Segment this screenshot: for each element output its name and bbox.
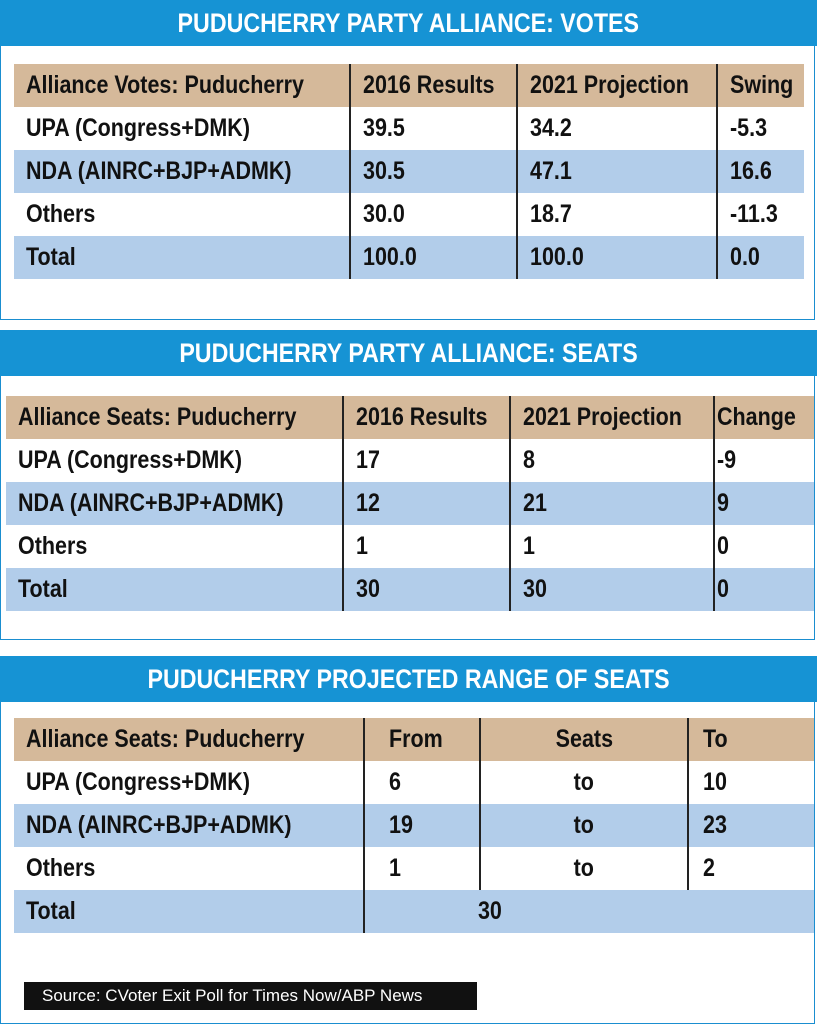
table-cell: 100.0: [363, 243, 418, 271]
table-cell: 8: [522, 446, 535, 474]
table-cell: 47.1: [530, 157, 572, 185]
range-banner: PUDUCHERRY PROJECTED RANGE OF SEATS: [0, 656, 817, 702]
table-cell: 30.0: [363, 200, 406, 228]
table-cell: -5.3: [730, 114, 768, 142]
table-cell: UPA (Congress+DMK): [26, 114, 250, 142]
table-cell: UPA (Congress+DMK): [26, 768, 250, 796]
table-cell: -9: [717, 446, 737, 474]
table-header-row: Alliance Votes: Puducherry 2016 Results …: [14, 64, 804, 107]
column-header: Alliance Votes: Puducherry: [26, 71, 304, 99]
table-cell: 18.7: [530, 200, 572, 228]
table-cell: 100.0: [530, 243, 584, 271]
table-cell: Others: [26, 854, 96, 882]
column-header: Change: [717, 403, 797, 431]
table-cell: Others: [26, 200, 96, 228]
table-cell: 30: [477, 897, 502, 925]
table-cell: 23: [703, 811, 727, 839]
table-row: NDA (AINRC+BJP+ADMK) 30.5 47.1 16.6: [14, 150, 804, 193]
column-header: Alliance Seats: Puducherry: [18, 403, 297, 431]
table-cell: 2: [703, 854, 715, 882]
table-cell: 21: [522, 489, 547, 517]
table-row: UPA (Congress+DMK) 39.5 34.2 -5.3: [14, 107, 804, 150]
table-cell: Total: [26, 897, 76, 925]
table-cell: to: [573, 811, 595, 839]
seats-banner: PUDUCHERRY PARTY ALLIANCE: SEATS: [0, 330, 817, 376]
table-cell: 6: [389, 768, 401, 796]
table-cell: NDA (AINRC+BJP+ADMK): [18, 489, 284, 517]
column-header: Seats: [555, 725, 613, 753]
votes-table: Alliance Votes: Puducherry 2016 Results …: [14, 64, 804, 279]
table-cell: NDA (AINRC+BJP+ADMK): [26, 811, 292, 839]
table-cell: NDA (AINRC+BJP+ADMK): [26, 157, 292, 185]
table-cell: 34.2: [530, 114, 572, 142]
table-cell: 39.5: [363, 114, 406, 142]
table-cell: 12: [355, 489, 380, 517]
table-cell: 1: [355, 532, 368, 560]
table-row: NDA (AINRC+BJP+ADMK) 12 21 9: [6, 482, 814, 525]
table-row: UPA (Congress+DMK) 6 to 10: [14, 761, 814, 804]
table-cell: Others: [18, 532, 88, 560]
table-row: Total 30: [14, 890, 814, 933]
table-cell: 9: [717, 489, 730, 517]
votes-banner: PUDUCHERRY PARTY ALLIANCE: VOTES: [0, 0, 817, 46]
table-cell: 0: [717, 532, 730, 560]
table-row: NDA (AINRC+BJP+ADMK) 19 to 23: [14, 804, 814, 847]
table-cell: 30.5: [363, 157, 406, 185]
table-cell: -11.3: [730, 200, 779, 228]
table-cell: 30: [522, 575, 547, 603]
table-row: Others 1 1 0: [6, 525, 814, 568]
table-cell: 1: [389, 854, 401, 882]
table-cell: 19: [389, 811, 413, 839]
table-cell: Total: [18, 575, 68, 603]
table-cell: 10: [703, 768, 727, 796]
table-cell: 17: [355, 446, 380, 474]
source-note: Source: CVoter Exit Poll for Times Now/A…: [24, 982, 477, 1010]
table-row: UPA (Congress+DMK) 17 8 -9: [6, 439, 814, 482]
table-cell: to: [573, 854, 595, 882]
table-cell: 30: [355, 575, 380, 603]
table-cell: 0.0: [730, 243, 761, 271]
table-row: Others 1 to 2: [14, 847, 814, 890]
seats-table: Alliance Seats: Puducherry 2016 Results …: [6, 396, 814, 611]
table-cell: 0: [717, 575, 730, 603]
table-header-row: Alliance Seats: Puducherry From Seats To: [14, 718, 814, 761]
table-cell: 1: [522, 532, 535, 560]
column-header: To: [703, 725, 728, 753]
table-cell: 16.6: [730, 157, 773, 185]
table-row: Total 100.0 100.0 0.0: [14, 236, 804, 279]
column-header: Swing: [730, 71, 794, 99]
column-header: From: [389, 725, 443, 753]
column-header: 2021 Projection: [530, 71, 690, 99]
table-cell: UPA (Congress+DMK): [18, 446, 242, 474]
table-header-row: Alliance Seats: Puducherry 2016 Results …: [6, 396, 814, 439]
table-cell: Total: [26, 243, 76, 271]
seats-title: PUDUCHERRY PARTY ALLIANCE: SEATS: [179, 338, 638, 368]
votes-title: PUDUCHERRY PARTY ALLIANCE: VOTES: [177, 8, 640, 38]
range-table: Alliance Seats: Puducherry From Seats To…: [14, 718, 814, 933]
column-header: 2016 Results: [355, 403, 488, 431]
range-title: PUDUCHERRY PROJECTED RANGE OF SEATS: [147, 664, 670, 694]
column-header: Alliance Seats: Puducherry: [26, 725, 305, 753]
table-row: Others 30.0 18.7 -11.3: [14, 193, 804, 236]
table-cell: to: [573, 768, 595, 796]
table-row: Total 30 30 0: [6, 568, 814, 611]
column-header: 2016 Results: [363, 71, 495, 99]
column-header: 2021 Projection: [522, 403, 682, 431]
